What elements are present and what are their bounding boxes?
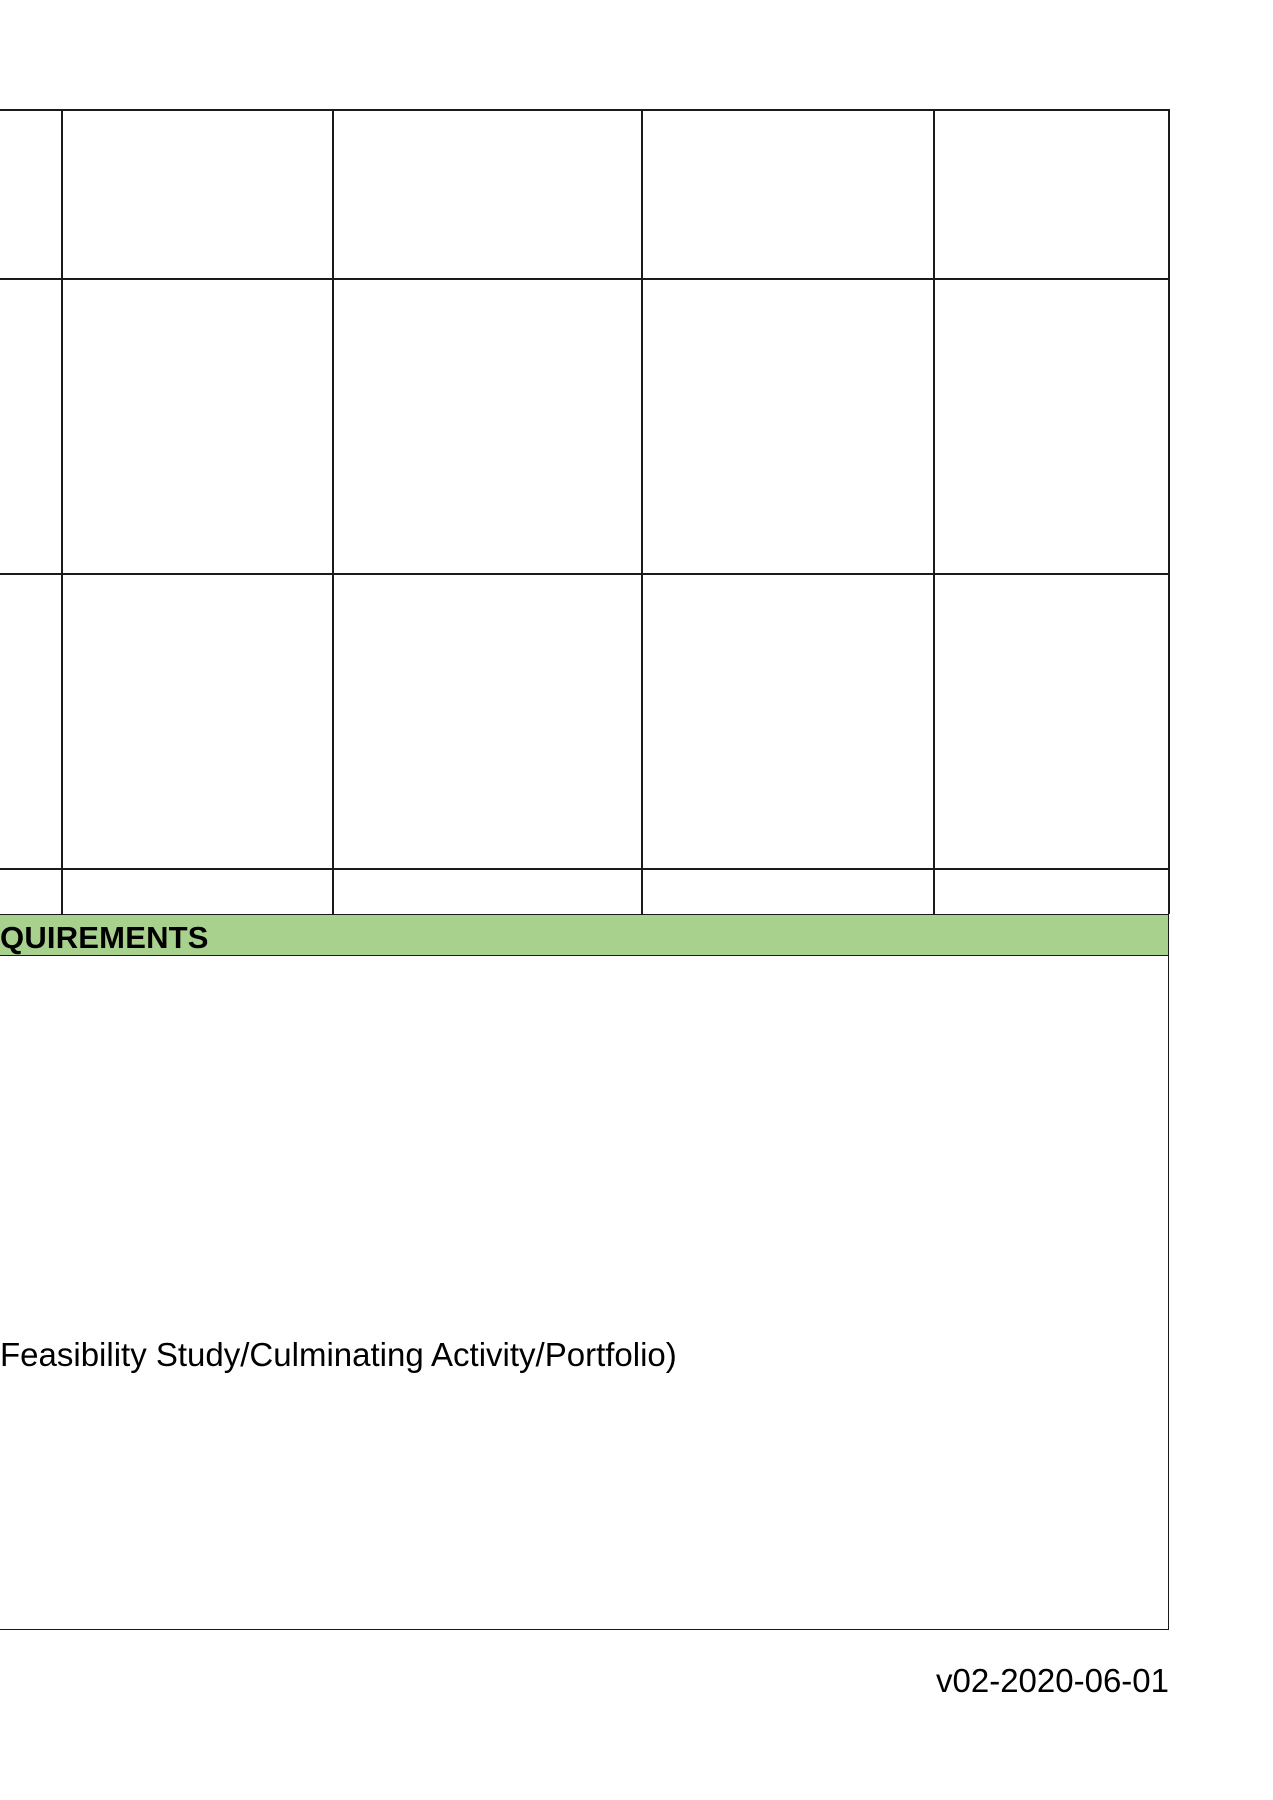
grid-line-row-3 <box>0 868 1170 870</box>
table-cell <box>334 870 641 914</box>
grid-line-col-3 <box>641 109 643 914</box>
requirements-header-label: QUIREMENTS <box>0 920 209 955</box>
requirements-body-text: Feasibility Study/Culminating Activity/P… <box>0 1336 677 1373</box>
table-cell <box>63 870 332 914</box>
table-cell <box>643 280 933 573</box>
table-cell <box>0 110 61 278</box>
version-label: v02-2020-06-01 <box>936 1662 1169 1699</box>
requirements-box <box>0 956 1169 1630</box>
table-cell <box>643 870 933 914</box>
requirements-section-header: QUIREMENTS <box>0 914 1169 956</box>
table-cell <box>334 110 641 278</box>
grid-line-right <box>1168 109 1170 914</box>
table-cell <box>63 575 332 868</box>
table-cell <box>0 870 61 914</box>
grid-line-row-1 <box>0 278 1170 280</box>
table-cell <box>63 280 332 573</box>
table-cell <box>63 110 332 278</box>
table-cell <box>334 575 641 868</box>
table-cell <box>935 575 1168 868</box>
table-cell <box>935 280 1168 573</box>
table-cell <box>643 575 933 868</box>
table-cell <box>935 110 1168 278</box>
grid-line-col-2 <box>332 109 334 914</box>
grid-line-col-4 <box>933 109 935 914</box>
grid-line-col-1 <box>61 109 63 914</box>
grid-line-top <box>0 109 1170 111</box>
table-cell <box>935 870 1168 914</box>
table-cell <box>334 280 641 573</box>
table-cell <box>643 110 933 278</box>
table-cell <box>0 575 61 868</box>
grid-line-row-2 <box>0 573 1170 575</box>
table-cell <box>0 280 61 573</box>
